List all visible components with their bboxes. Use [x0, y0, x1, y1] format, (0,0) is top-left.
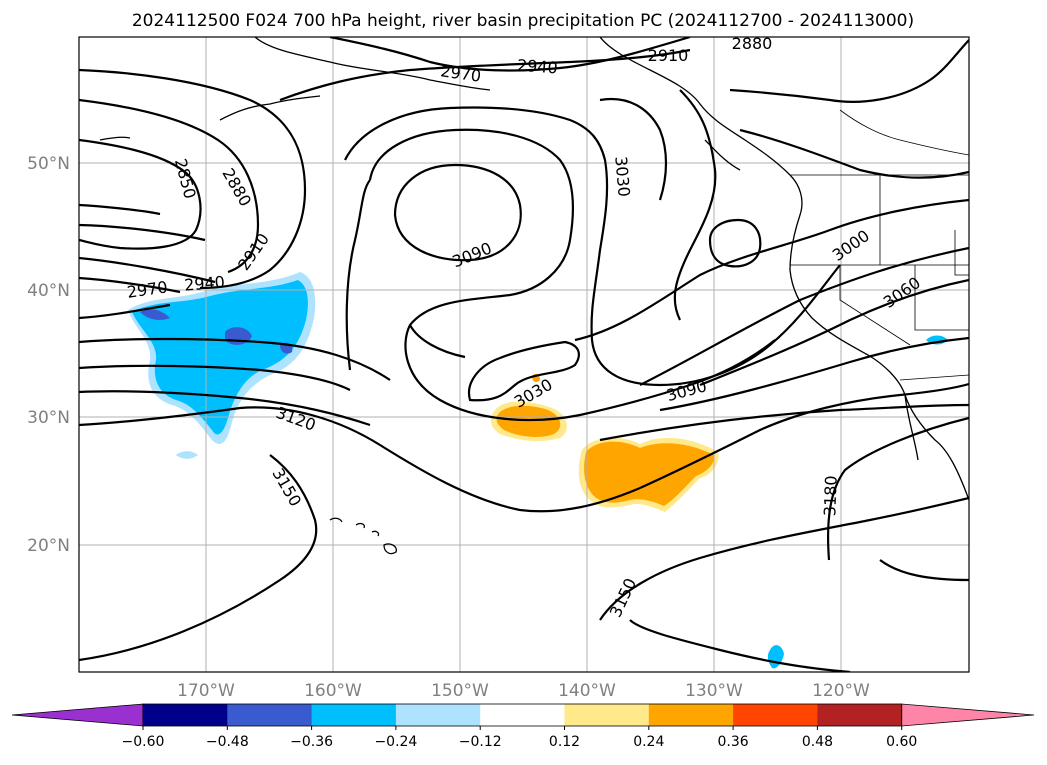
colorbar-extend-low: [11, 703, 144, 727]
contour-label: 2940: [183, 272, 225, 294]
colorbar-segment: [395, 704, 481, 726]
contour-label: 3180: [820, 475, 840, 516]
height-contours: [79, 37, 969, 672]
contour-label: 3030: [611, 155, 633, 197]
colorbar-segment: [648, 704, 734, 726]
negative-anomaly-region: [128, 272, 948, 669]
colorbar-tick-label: 0.36: [718, 734, 749, 750]
graticule: [79, 37, 969, 672]
lon-label: 160°W: [304, 681, 362, 701]
colorbar-segment: [227, 704, 313, 726]
colorbar-extend-high: [901, 703, 1035, 727]
colorbar: −0.60 −0.48 −0.36 −0.24 −0.12 0.12 0.24 0.36 0.4…: [11, 703, 1035, 750]
contour-label: 2880: [732, 34, 773, 53]
contour-label: 2910: [648, 46, 689, 65]
lat-label: 20°N: [27, 536, 70, 556]
lon-label: 170°W: [177, 681, 235, 701]
lon-label: 150°W: [431, 681, 489, 701]
colorbar-segment: [733, 704, 818, 726]
lat-label: 50°N: [27, 154, 70, 174]
lat-label: 40°N: [27, 281, 70, 301]
colorbar-segment: [480, 704, 565, 726]
colorbar-tick-label: 0.48: [802, 734, 833, 750]
colorbar-tick-label: 0.60: [886, 734, 917, 750]
colorbar-tick-label: −0.24: [374, 734, 417, 750]
lon-label: 140°W: [558, 681, 616, 701]
lat-label: 30°N: [27, 408, 70, 428]
colorbar-segment: [143, 704, 228, 726]
contour-label: 2940: [516, 56, 558, 78]
latitude-labels: 50°N 40°N 30°N 20°N: [27, 154, 70, 556]
colorbar-segment: [311, 704, 397, 726]
colorbar-tick-label: −0.36: [290, 734, 333, 750]
colorbar-segment: [564, 704, 650, 726]
colorbar-frame: [142, 703, 903, 727]
lon-label: 120°W: [812, 681, 870, 701]
colorbar-tick-label: −0.48: [206, 734, 249, 750]
map-frame: [78, 36, 970, 673]
political-borders: [790, 109, 969, 381]
colorbar-segment: [817, 704, 903, 726]
colorbar-tick-label: −0.12: [459, 734, 502, 750]
lon-label: 130°W: [685, 681, 743, 701]
map-title: 2024112500 F024 700 hPa height, river ba…: [132, 11, 914, 31]
colorbar-tick-label: 0.24: [633, 734, 664, 750]
longitude-labels: 170°W 160°W 150°W 140°W 130°W 120°W: [177, 681, 870, 701]
colorbar-tick-label: 0.12: [549, 734, 580, 750]
coastlines: [99, 37, 969, 555]
colorbar-tick-label: −0.60: [122, 734, 165, 750]
